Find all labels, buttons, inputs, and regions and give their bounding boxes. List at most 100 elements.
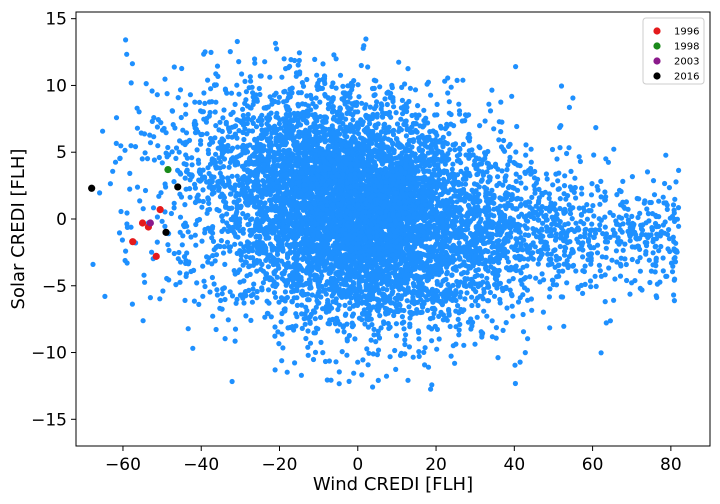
cloud-point — [331, 52, 337, 58]
cloud-point — [351, 129, 357, 135]
cloud-point — [189, 162, 195, 168]
cloud-point — [447, 323, 453, 330]
cloud-point — [305, 352, 311, 358]
cloud-point — [479, 273, 485, 279]
cloud-point — [355, 217, 361, 223]
cloud-point — [235, 144, 241, 150]
cloud-point — [445, 75, 451, 81]
cloud-point — [341, 329, 347, 335]
cloud-point — [300, 207, 306, 213]
cloud-point — [254, 295, 260, 301]
cloud-point — [295, 103, 302, 109]
cloud-point — [378, 325, 384, 331]
cloud-point — [453, 324, 459, 330]
cloud-point — [375, 347, 382, 353]
cloud-point — [357, 269, 363, 275]
cloud-point — [440, 134, 446, 140]
cloud-point — [352, 336, 358, 342]
cloud-point — [261, 105, 267, 111]
cloud-point — [347, 306, 353, 312]
cloud-point — [191, 298, 197, 304]
cloud-point — [441, 168, 447, 174]
cloud-point — [293, 311, 299, 317]
cloud-point — [361, 43, 367, 49]
cloud-point — [468, 152, 474, 159]
cloud-point — [460, 141, 466, 147]
cloud-point — [344, 134, 350, 140]
cloud-point — [504, 305, 510, 311]
cloud-point — [334, 315, 340, 321]
cloud-point — [173, 282, 179, 288]
cloud-point — [159, 218, 165, 224]
cloud-point — [545, 251, 551, 257]
cloud-point — [383, 373, 390, 379]
cloud-point — [256, 85, 262, 92]
cloud-point — [217, 119, 223, 125]
cloud-point — [317, 99, 323, 105]
cloud-point — [220, 115, 226, 121]
cloud-point — [279, 74, 285, 80]
cloud-point — [313, 95, 319, 101]
cloud-point — [208, 86, 214, 92]
cloud-point — [336, 369, 342, 375]
cloud-point — [272, 324, 278, 330]
cloud-point — [296, 50, 302, 56]
cloud-point — [322, 80, 328, 87]
cloud-point — [390, 95, 396, 101]
cloud-point — [337, 124, 343, 130]
cloud-point — [330, 95, 336, 101]
cloud-point — [260, 178, 266, 184]
cloud-point — [405, 377, 411, 383]
cloud-point — [453, 308, 459, 314]
cloud-point — [399, 150, 405, 156]
cloud-point — [443, 298, 449, 304]
cloud-point — [491, 293, 498, 299]
cloud-point — [171, 205, 177, 211]
cloud-point — [392, 347, 398, 354]
cloud-point — [425, 307, 431, 313]
cloud-point — [422, 362, 428, 368]
cloud-point — [299, 80, 305, 86]
cloud-point — [292, 57, 298, 64]
cloud-point — [456, 332, 462, 338]
cloud-point — [320, 126, 326, 132]
cloud-point — [317, 314, 324, 320]
cloud-point — [329, 104, 335, 110]
cloud-point — [421, 349, 427, 355]
cloud-point — [320, 350, 326, 356]
cloud-point — [434, 132, 440, 138]
cloud-point — [355, 240, 361, 246]
cloud-point — [510, 313, 516, 319]
cloud-point — [183, 102, 189, 108]
cloud-point — [336, 381, 342, 387]
cloud-point — [258, 122, 264, 128]
cloud-point — [455, 316, 461, 322]
cloud-point — [303, 335, 309, 342]
cloud-point — [387, 354, 393, 360]
cloud-point — [394, 121, 401, 127]
cloud-point — [352, 183, 358, 189]
cloud-point — [422, 345, 428, 351]
cloud-point — [440, 176, 447, 182]
cloud-point — [446, 131, 452, 137]
cloud-point — [469, 323, 475, 329]
cloud-point — [233, 123, 239, 129]
cloud-point — [450, 142, 456, 148]
cloud-point — [529, 194, 535, 200]
cloud-point — [313, 304, 319, 310]
cloud-point — [374, 352, 380, 358]
cloud-point — [282, 278, 288, 284]
cloud-point — [299, 302, 305, 308]
cloud-point — [176, 249, 182, 256]
cloud-point — [340, 83, 346, 89]
cloud-point — [415, 328, 421, 334]
cloud-point — [462, 118, 468, 124]
cloud-point — [265, 264, 271, 270]
cloud-point — [390, 98, 396, 105]
cloud-point — [192, 181, 198, 187]
cloud-point — [333, 85, 339, 91]
cloud-point — [362, 321, 368, 327]
cloud-point — [451, 193, 457, 199]
cloud-point — [436, 313, 442, 319]
cloud-point — [326, 143, 332, 149]
